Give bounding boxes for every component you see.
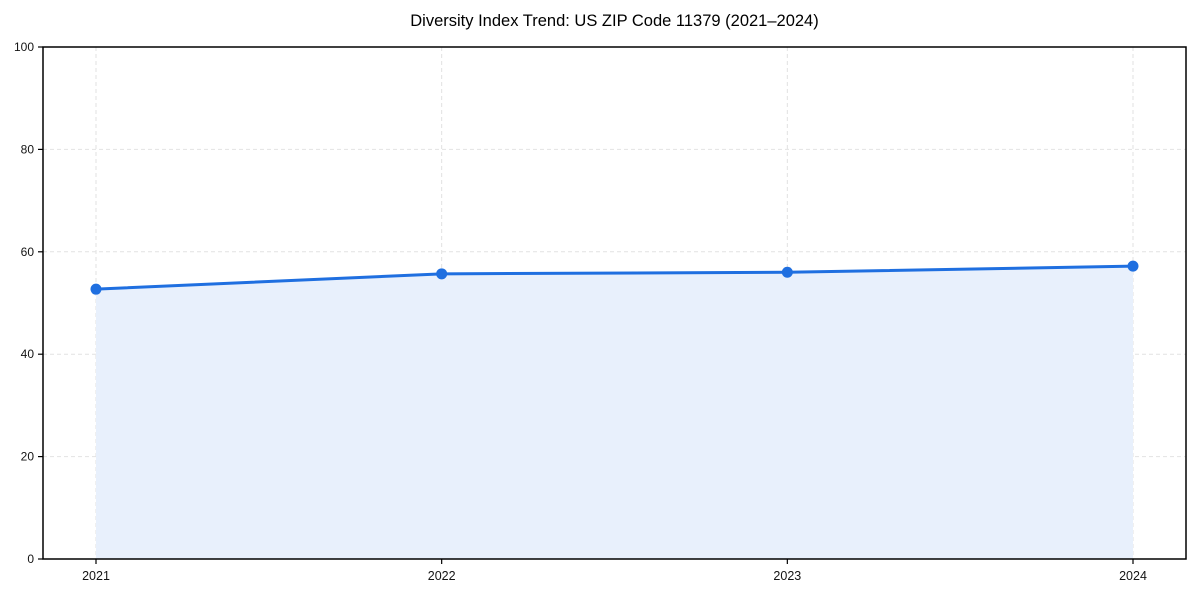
x-tick-label: 2021	[82, 569, 110, 583]
chart-title: Diversity Index Trend: US ZIP Code 11379…	[410, 12, 819, 30]
data-point	[1127, 260, 1139, 272]
x-tick-label: 2022	[428, 569, 456, 583]
plot-border	[42, 46, 1187, 560]
x-tick-label: 2023	[773, 569, 801, 583]
y-tick-label: 40	[21, 347, 35, 361]
x-tick-label: 2024	[1119, 569, 1147, 583]
data-point	[90, 283, 102, 295]
axes: 0 20 40 60 80 100 2021 2022 2023 2024	[14, 40, 1147, 583]
data-point	[436, 268, 448, 280]
area-fill	[96, 266, 1133, 559]
y-tick-label: 0	[27, 552, 34, 566]
y-tick-label: 100	[14, 40, 34, 54]
y-tick-label: 80	[21, 142, 35, 156]
y-tick-label: 60	[21, 245, 35, 259]
data-point	[781, 266, 793, 278]
trend-line	[94, 264, 1135, 291]
y-tick-label: 20	[21, 450, 35, 464]
